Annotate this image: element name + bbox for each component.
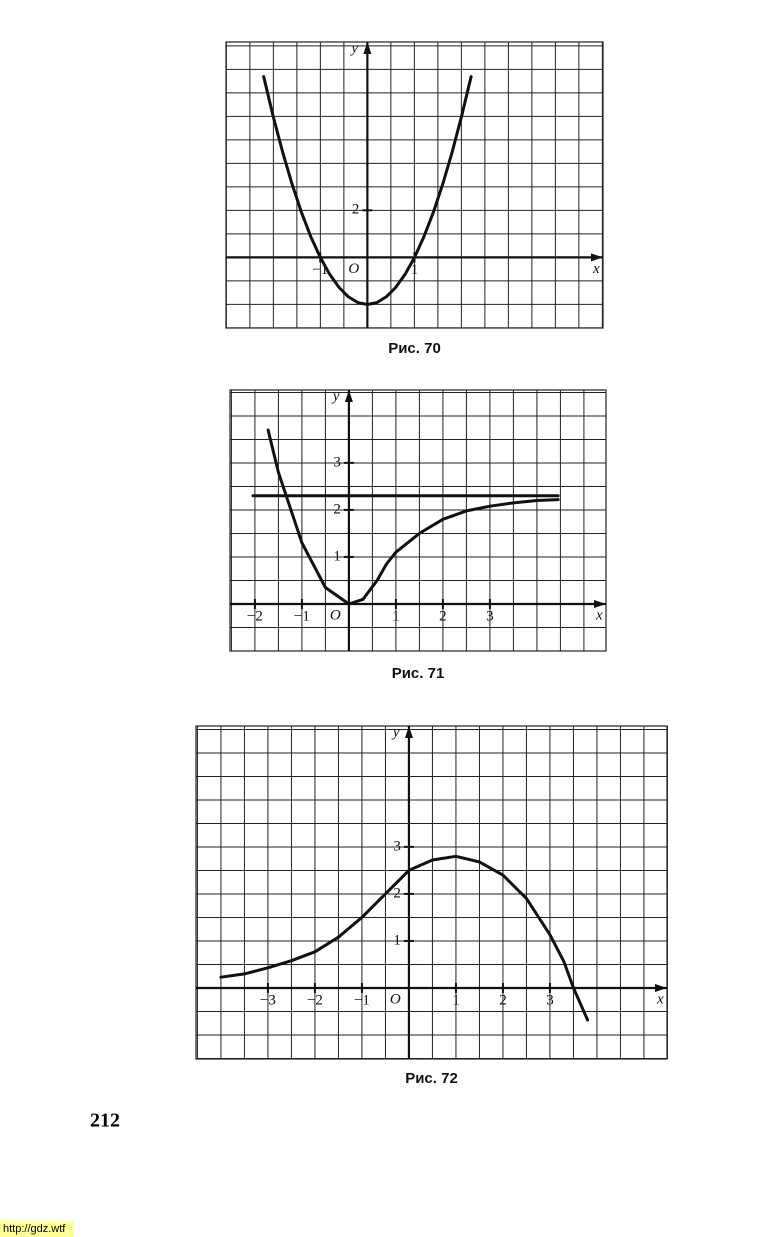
y-tick-label: 2 — [352, 202, 360, 218]
curve — [266, 428, 560, 606]
curve — [262, 75, 473, 306]
x-tick-label: 1 — [411, 262, 419, 278]
y-axis-arrow — [363, 42, 372, 54]
grid-frame — [195, 725, 668, 1060]
x-tick-label: −2 — [307, 992, 323, 1008]
x-tick-label: −1 — [294, 608, 310, 624]
y-tick-label: 3 — [333, 454, 341, 470]
origin-label: O — [348, 261, 359, 277]
page-number: 212 — [90, 1110, 120, 1132]
y-axis-arrow — [404, 726, 413, 738]
y-tick-label: 1 — [333, 548, 341, 564]
origin-label: O — [390, 991, 401, 1007]
x-tick-label: −3 — [260, 992, 276, 1008]
x-axis-label: x — [656, 991, 664, 1007]
x-tick-label: 1 — [392, 608, 400, 624]
grid-frame — [229, 389, 607, 652]
x-axis-arrow — [591, 253, 603, 262]
grid-frame — [225, 41, 604, 329]
x-axis-arrow — [655, 983, 667, 992]
y-tick-label: 3 — [393, 838, 401, 854]
x-tick-label: 1 — [452, 992, 460, 1008]
origin-label: O — [330, 607, 341, 623]
watermark-bg — [0, 1221, 74, 1237]
x-tick-label: 2 — [499, 992, 507, 1008]
y-axis-label: y — [349, 40, 358, 56]
y-tick-label: 2 — [333, 501, 341, 517]
watermark: http://gdz.wtf — [3, 1223, 66, 1235]
y-tick-label: 2 — [393, 885, 401, 901]
caption: Рис. 71 — [392, 665, 445, 682]
x-axis-label: x — [595, 607, 603, 623]
curve — [219, 854, 590, 1022]
x-tick-label: −2 — [247, 608, 263, 624]
caption: Рис. 70 — [388, 340, 441, 357]
x-axis-arrow — [594, 599, 606, 608]
y-axis-label: y — [391, 724, 400, 740]
caption: Рис. 72 — [405, 1070, 458, 1087]
y-tick-label: 1 — [393, 932, 401, 948]
x-tick-label: 3 — [486, 608, 494, 624]
x-axis-label: x — [592, 261, 600, 277]
x-tick-label: 3 — [546, 992, 554, 1008]
y-axis-label: y — [331, 388, 340, 404]
x-tick-label: −1 — [354, 992, 370, 1008]
x-tick-label: 2 — [439, 608, 447, 624]
y-axis-arrow — [344, 390, 353, 402]
